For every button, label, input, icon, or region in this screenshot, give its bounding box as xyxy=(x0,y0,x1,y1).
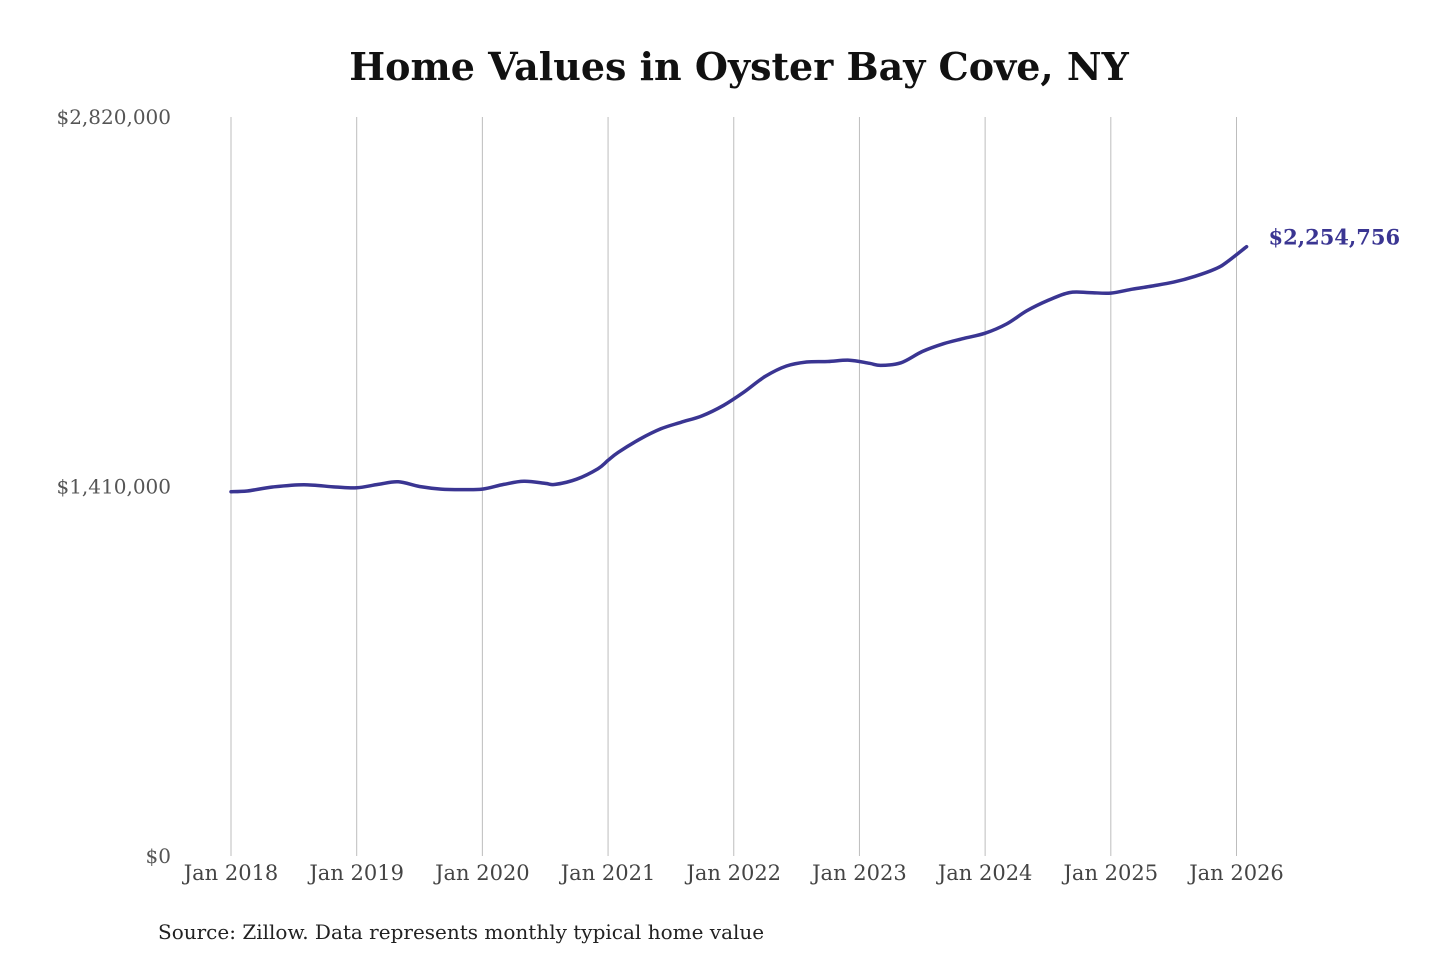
chart-title: Home Values in Oyster Bay Cove, NY xyxy=(349,44,1129,89)
x-tick-label: Jan 2026 xyxy=(1187,861,1284,885)
x-tick-label: Jan 2023 xyxy=(810,861,907,885)
y-tick-label: $1,410,000 xyxy=(56,475,171,499)
gridlines xyxy=(230,117,1237,856)
x-tick-label: Jan 2025 xyxy=(1062,861,1159,885)
x-tick-label: Jan 2022 xyxy=(684,861,781,885)
x-axis-tick-labels: Jan 2018 Jan 2019 Jan 2020 Jan 2021 Jan 2022… xyxy=(182,861,1284,885)
end-value-label: $2,254,756 xyxy=(1269,225,1401,250)
y-axis-tick-labels: $0 $1,410,000 $2,820,000 xyxy=(56,105,171,868)
y-tick-label: $2,820,000 xyxy=(56,105,171,129)
series-group xyxy=(229,244,1249,494)
x-tick-label: Jan 2021 xyxy=(559,861,656,885)
x-tick-label: Jan 2020 xyxy=(433,861,530,885)
x-tick-label: Jan 2019 xyxy=(307,861,404,885)
source-note: Source: Zillow. Data represents monthly … xyxy=(158,920,764,944)
y-tick-label: $0 xyxy=(146,844,171,868)
x-tick-label: Jan 2018 xyxy=(182,861,279,885)
series-line-0 xyxy=(229,244,1249,494)
x-tick-label: Jan 2024 xyxy=(936,861,1033,885)
